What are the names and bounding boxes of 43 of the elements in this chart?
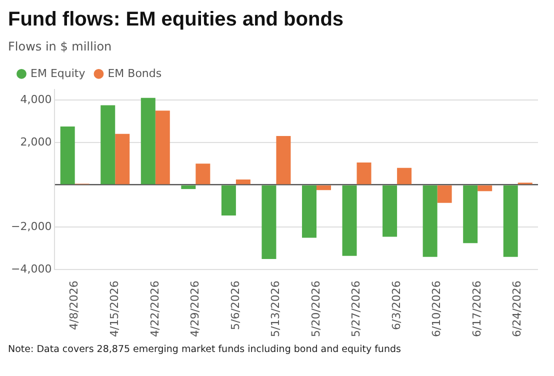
bar (100, 105, 116, 184)
x-tick-label: 6/10/2026 (430, 280, 444, 338)
chart-title: Fund flows: EM equities and bonds (8, 8, 344, 31)
chart-subtitle: Flows in $ million (8, 39, 112, 54)
bar (437, 185, 452, 203)
bar (302, 185, 316, 238)
y-tick-label: 4,000 (20, 92, 52, 106)
bar (478, 185, 492, 192)
bar (316, 185, 331, 190)
text: Note: Data covers 28,875 emerging market funds including bond and equity funds (8, 344, 402, 355)
y-tick-label: −4,000 (10, 262, 52, 276)
bar (140, 98, 156, 184)
bar (60, 126, 75, 184)
bar (342, 185, 357, 256)
x-tick-label: 5/13/2026 (269, 280, 282, 338)
bar (382, 185, 398, 237)
x-tick-label: 4/15/2026 (108, 280, 121, 338)
x-tick-label: 5/6/2026 (228, 280, 242, 330)
legend-label: EM Bonds (108, 66, 162, 80)
x-tick-label: 6/3/2026 (390, 280, 403, 330)
x-tick-label: 5/20/2026 (309, 280, 322, 338)
x-tick-label: 4/22/2026 (148, 280, 162, 338)
bar (155, 110, 170, 184)
bar (503, 185, 518, 257)
bar (262, 185, 276, 259)
y-tick-label: −2,000 (10, 220, 52, 234)
y-tick-label: 2,000 (20, 135, 52, 148)
bar (221, 185, 236, 216)
x-tick-label: 4/8/2026 (68, 280, 81, 330)
bar (397, 168, 412, 184)
bar (463, 185, 478, 244)
legend-label: EM Equity (30, 66, 86, 80)
bar (181, 185, 196, 190)
bar (236, 180, 250, 184)
x-tick-label: 6/17/2026 (470, 280, 484, 338)
bar (115, 134, 130, 184)
x-tick-label: 6/24/2026 (510, 280, 524, 338)
bar (276, 136, 291, 184)
x-tick-label: 5/27/2026 (350, 280, 363, 338)
bar (422, 185, 438, 257)
bar (196, 164, 210, 184)
bar (356, 162, 372, 184)
x-tick-label: 4/29/2026 (188, 280, 202, 338)
